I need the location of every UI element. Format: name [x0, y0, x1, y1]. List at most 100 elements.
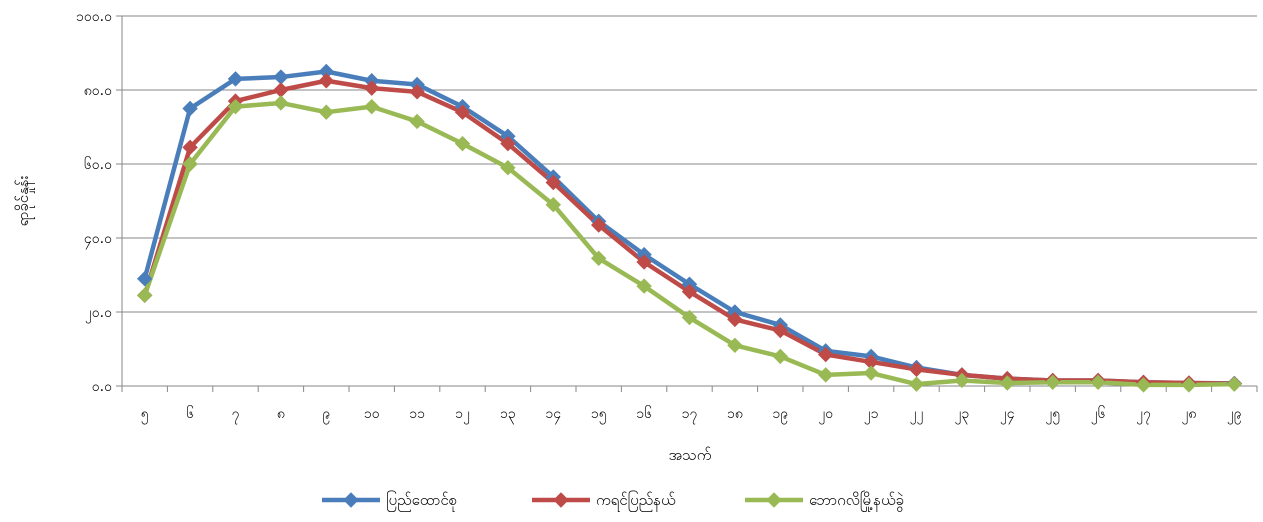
data-point: [136, 270, 153, 287]
y-tick-label: ၂၀.၀: [85, 305, 112, 323]
data-point: [273, 69, 289, 85]
data-point: [545, 174, 562, 191]
data-point: [182, 139, 198, 156]
x-tick-label: ၂၄: [1000, 406, 1015, 424]
data-point: [273, 82, 289, 98]
x-tick-label: ၂၇: [1136, 406, 1151, 424]
data-point: [727, 311, 743, 328]
data-point: [545, 196, 562, 213]
data-point: [182, 156, 198, 172]
x-axis-title: အသက်: [669, 446, 712, 464]
series-lines: [142, 69, 1235, 388]
data-point: [636, 254, 652, 270]
legend: ပြည်ထောင်စု ကရင်ပြည်နယ် ဘောဂလိမြို့နယ်ခွဲ: [322, 490, 904, 512]
x-tick-label: ၁၈: [727, 406, 743, 422]
y-tick-label: ၁၀၀.၀: [76, 9, 112, 25]
data-point: [817, 367, 834, 383]
series-line-1: [142, 69, 1235, 386]
x-tick-label: ၆: [186, 406, 194, 422]
x-axis-ticks: ၅ ၆ ၇ ၈ ၉ ၁၀ ၁၁ ၁၂ ၁၃ ၁၄ ၁၅ ၁၆ ၁၇ ၁၈ ၁၉ ၂၀ ၂၁ ၂၂ ၂၃ ၂၄ ၂၅ ၂၆ ၂…: [121, 386, 1258, 424]
data-point: [454, 135, 471, 152]
series-markers: [136, 63, 1243, 393]
x-tick-label: ၁၃: [500, 406, 516, 424]
x-tick-label: ၂၉: [1227, 406, 1242, 424]
series-markers-2: [136, 73, 1243, 392]
x-tick-label: ၇: [232, 406, 240, 424]
data-point: [1135, 377, 1152, 393]
x-tick-label: ၂၂: [910, 406, 924, 424]
data-point: [954, 372, 970, 389]
data-point: [681, 309, 698, 326]
legend-marker: [553, 492, 569, 508]
series-markers-3: [136, 95, 1243, 393]
axes: [121, 16, 1257, 387]
legend-marker: [343, 492, 359, 508]
data-point: [136, 287, 153, 304]
legend-label: ဘောဂလိမြို့နယ်ခွဲ: [809, 490, 904, 512]
x-tick-label: ၂၀: [818, 406, 833, 424]
x-tick-label: ၁၀: [364, 406, 380, 422]
x-tick-label: ၁၆: [636, 406, 652, 422]
series-line-2: [142, 78, 1235, 387]
data-point: [908, 376, 925, 392]
x-tick-label: ၁၄: [545, 406, 561, 424]
y-tick-label: ၀.၀: [92, 379, 112, 395]
data-point: [817, 346, 834, 363]
data-point: [1226, 376, 1243, 392]
y-axis-title: ရာခိုင်နှုန်း: [14, 175, 35, 226]
x-tick-label: ၂၈: [1181, 406, 1196, 424]
y-tick-label: ၈၀.၀: [84, 83, 112, 99]
data-point: [500, 159, 516, 176]
x-tick-label: ၅: [141, 406, 149, 424]
data-point: [772, 348, 789, 365]
data-point: [772, 322, 789, 339]
data-point: [454, 104, 471, 120]
data-point: [227, 71, 244, 87]
x-tick-label: ၁၅: [591, 406, 607, 424]
x-tick-label: ၁၂: [455, 406, 470, 424]
data-point: [318, 104, 335, 120]
data-point: [590, 250, 607, 267]
data-point: [500, 135, 516, 152]
data-point: [1090, 374, 1106, 391]
x-tick-label: ၂၆: [1091, 406, 1106, 424]
data-point: [227, 98, 244, 115]
x-tick-label: ၂၅: [1045, 406, 1060, 424]
data-point: [999, 375, 1016, 391]
series-line-3: [142, 100, 1235, 388]
x-tick-label: ၁၇: [682, 406, 698, 424]
data-point: [409, 113, 425, 130]
x-tick-label: ၉: [322, 406, 330, 424]
data-point: [1044, 374, 1061, 391]
data-point: [590, 217, 607, 233]
data-point: [182, 100, 198, 117]
series-markers-1: [136, 63, 1243, 392]
gridlines: [122, 15, 1257, 313]
legend-label: ပြည်ထောင်စု: [386, 490, 457, 512]
legend-marker: [766, 492, 782, 508]
data-point: [1181, 377, 1197, 393]
data-point: [727, 337, 743, 354]
data-point: [273, 95, 289, 111]
legend-label: ကရင်ပြည်နယ်: [596, 490, 676, 512]
y-tick-label: ၄၀.၀: [84, 231, 112, 249]
data-point: [908, 361, 925, 378]
data-point: [318, 73, 335, 89]
data-point: [363, 98, 380, 115]
data-point: [636, 278, 652, 294]
legend-item-1: ပြည်ထောင်စု: [322, 490, 457, 512]
x-tick-label: ၂၃: [955, 406, 970, 424]
y-axis-ticks: ၀.၀ ၂၀.၀ ၄၀.၀ ၆၀.၀ ၈၀.၀ ၁၀၀.၀: [76, 9, 122, 395]
y-tick-label: ၆၀.၀: [84, 157, 112, 173]
x-tick-label: ၁၁: [409, 406, 425, 422]
x-tick-label: ၈: [277, 406, 285, 422]
x-tick-label: ၁၉: [772, 406, 788, 424]
data-point: [409, 84, 425, 100]
x-tick-label: ၂၁: [864, 406, 879, 424]
data-point: [363, 80, 380, 96]
legend-item-2: ကရင်ပြည်နယ်: [532, 490, 676, 512]
data-point: [681, 283, 698, 300]
legend-item-3: ဘောဂလိမြို့နယ်ခွဲ: [745, 490, 904, 512]
data-point: [863, 365, 879, 381]
